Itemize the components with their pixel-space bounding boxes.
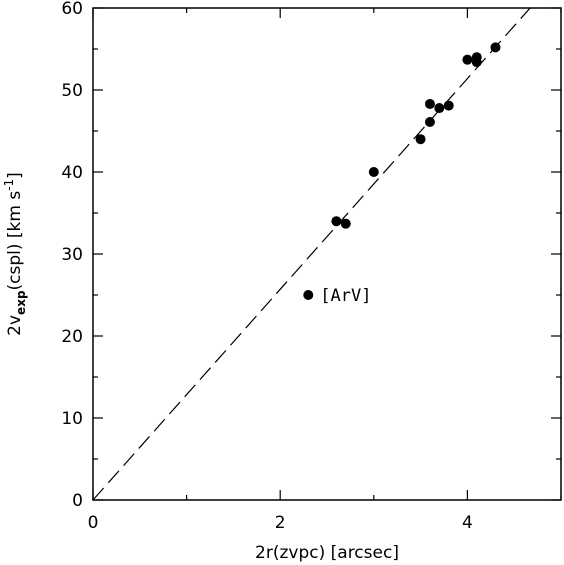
annotations: [ArV] <box>320 286 371 306</box>
y-tick-label: 10 <box>61 409 83 429</box>
data-points <box>303 42 501 300</box>
data-point <box>424 98 435 109</box>
y-axis-label-close: ] <box>5 172 25 179</box>
y-tick-label: 40 <box>61 163 83 183</box>
data-point <box>303 290 314 300</box>
y-axis-label-base: 2v <box>5 315 25 336</box>
data-point <box>434 103 445 114</box>
y-tick-label: 0 <box>72 491 83 511</box>
plot-frame <box>92 7 562 501</box>
x-axis-label: 2r(zvpc) [arcsec] <box>255 543 399 563</box>
x-tick-label: 4 <box>462 513 473 533</box>
data-point <box>471 57 482 68</box>
y-tick-label: 30 <box>61 245 83 265</box>
reference-line-layer <box>92 7 531 501</box>
data-point <box>331 216 342 227</box>
dashed-reference-line <box>92 7 531 501</box>
y-axis-label: 2vexp(cspl) [km s-1] <box>2 172 28 336</box>
y-axis-label-rest: (cspl) [km s <box>5 191 25 291</box>
data-point <box>368 167 379 177</box>
data-point <box>415 134 426 145</box>
y-tick-label: 60 <box>61 0 83 19</box>
data-point <box>424 116 435 127</box>
x-tick-label: 0 <box>88 513 99 533</box>
y-axis-label-sub: exp <box>14 290 28 315</box>
data-point <box>462 54 473 65</box>
point-annotation: [ArV] <box>320 286 371 306</box>
y-tick-label: 50 <box>61 81 83 101</box>
y-tick-label: 20 <box>61 327 83 347</box>
data-point <box>490 42 501 53</box>
data-point <box>443 100 454 111</box>
x-tick-label: 2 <box>275 513 286 533</box>
y-axis-label-sup: -1 <box>2 179 16 191</box>
data-point <box>340 218 351 229</box>
